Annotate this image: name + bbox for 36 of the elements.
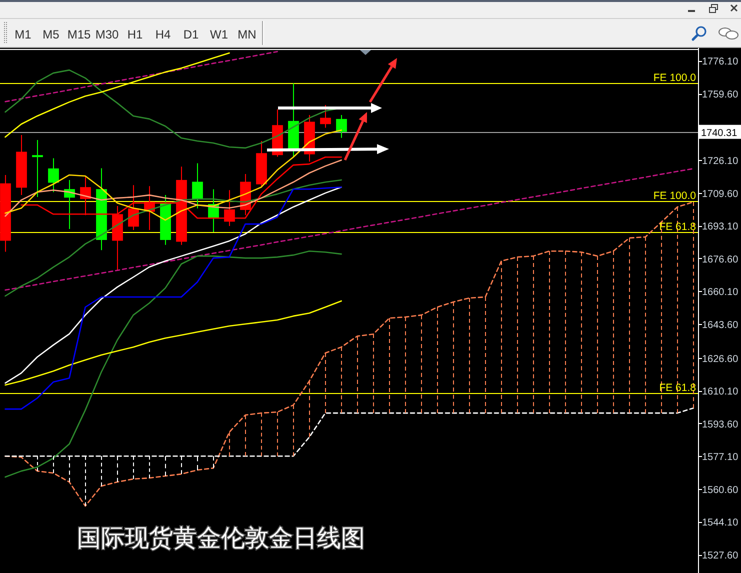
y-tick-label: 1776.10 xyxy=(702,56,739,68)
text: W1 xyxy=(210,28,228,42)
text: M15 xyxy=(67,28,91,42)
y-tick-label: 1610.10 xyxy=(702,386,739,398)
y-tick-label: 1693.10 xyxy=(702,222,739,233)
y-tick-label: 1527.60 xyxy=(702,550,739,562)
candlestick xyxy=(192,162,203,209)
text: M5 xyxy=(42,28,60,42)
y-tick-label: 1676.60 xyxy=(702,254,739,266)
ref-line-label: FE 100.0 xyxy=(653,190,696,202)
candlestick xyxy=(48,158,59,193)
candlestick xyxy=(320,104,331,128)
text: H4 xyxy=(155,28,171,42)
text: 国际现货黄金伦敦金日线图 xyxy=(77,524,365,552)
y-tick-label: 1726.10 xyxy=(702,156,739,168)
candlestick xyxy=(336,114,347,138)
y-tick-label: 1560.60 xyxy=(702,484,739,496)
candlestick xyxy=(80,176,91,216)
text: M30 xyxy=(95,28,119,42)
text: M1 xyxy=(14,28,32,42)
text: D1 xyxy=(183,28,199,42)
y-tick-label: 1709.60 xyxy=(702,188,739,200)
ref-line-label: FE 61.8 xyxy=(659,221,696,233)
text: MN xyxy=(238,28,256,42)
y-tick-label: 1740.31 xyxy=(701,128,738,139)
y-tick-label: 1544.10 xyxy=(702,518,739,529)
y-tick-label: 1759.60 xyxy=(702,90,739,101)
ref-line-label: FE 100.0 xyxy=(653,72,696,84)
y-tick-label: 1593.60 xyxy=(702,419,739,430)
y-tick-label: 1660.10 xyxy=(702,287,739,298)
y-tick-label: 1577.10 xyxy=(702,452,739,464)
y-tick-label: 1626.60 xyxy=(702,354,739,365)
text: H1 xyxy=(127,28,143,42)
y-tick-label: 1643.60 xyxy=(702,320,739,332)
candlestick xyxy=(32,140,43,198)
ref-line-label: FE 61.8 xyxy=(659,382,696,394)
